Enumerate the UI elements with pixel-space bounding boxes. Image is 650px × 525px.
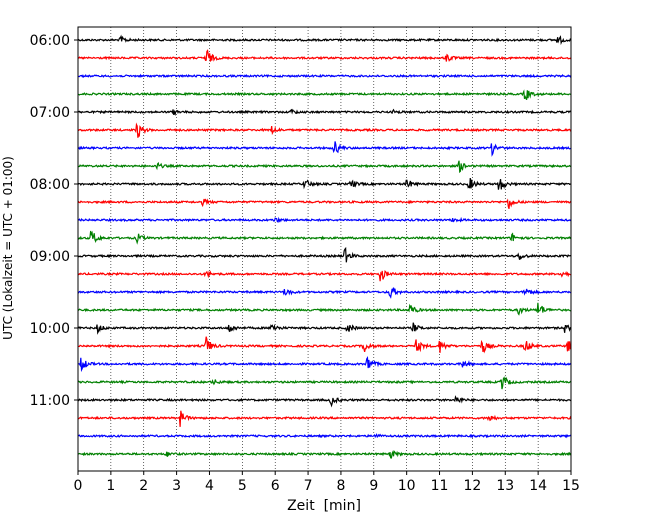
- x-axis-ticks: 0 1 2 3 4 5 6 7 8 9 10 11 12 13 14 15: [74, 471, 580, 494]
- y-tick-label: 10:00: [30, 321, 70, 337]
- grid-lines: [110, 27, 539, 471]
- x-tick-label: 0: [74, 478, 83, 494]
- seismic-trace: [77, 216, 572, 223]
- seismic-trace: [77, 395, 572, 408]
- seismic-trace: [77, 73, 572, 79]
- seismic-trace: [77, 246, 572, 263]
- x-tick-label: 3: [172, 478, 181, 494]
- seismic-trace: [77, 160, 572, 174]
- y-tick-label: 06:00: [30, 33, 70, 49]
- y-tick-label: 09:00: [30, 249, 70, 265]
- seismic-trace: [77, 302, 572, 316]
- seismic-trace: [77, 198, 572, 209]
- x-tick-label: 7: [304, 478, 313, 494]
- seismic-trace: [77, 122, 572, 138]
- y-tick-label: 08:00: [30, 177, 70, 193]
- x-axis-label: Zeit [min]: [287, 498, 361, 514]
- seismic-trace: [77, 141, 572, 157]
- seismic-trace: [77, 355, 572, 373]
- x-tick-label: 9: [369, 478, 378, 494]
- seismic-trace: [77, 178, 572, 190]
- y-axis-ticks: 06:00 07:00 08:00 09:00 10:00 11:00: [30, 33, 78, 409]
- seismic-trace: [77, 433, 572, 439]
- seismic-trace: [77, 287, 572, 299]
- x-tick-label: 13: [496, 478, 514, 494]
- y-tick-label: 11:00: [30, 393, 70, 409]
- x-tick-label: 15: [562, 478, 580, 494]
- x-tick-label: 6: [271, 478, 280, 494]
- seismic-trace: [77, 376, 572, 390]
- x-tick-label: 8: [336, 478, 345, 494]
- seismic-trace: [77, 410, 572, 427]
- x-tick-label: 1: [106, 478, 115, 494]
- seismic-trace: [77, 230, 572, 245]
- seismic-trace: [77, 269, 572, 282]
- x-tick-label: 11: [431, 478, 449, 494]
- seismic-trace: [77, 34, 572, 46]
- x-tick-label: 2: [139, 478, 148, 494]
- plot-background: [78, 27, 571, 471]
- y-tick-label: 07:00: [30, 105, 70, 121]
- x-tick-label: 14: [529, 478, 547, 494]
- plot-frame: [77, 26, 572, 472]
- x-tick-label: 10: [398, 478, 416, 494]
- seismic-trace: [77, 89, 572, 101]
- seismic-trace: [77, 450, 572, 459]
- seismic-trace: [77, 322, 572, 335]
- trace-group: [77, 34, 572, 459]
- seismic-trace: [77, 336, 572, 354]
- x-tick-label: 4: [205, 478, 214, 494]
- x-tick-label: 12: [463, 478, 481, 494]
- x-tick-label: 5: [238, 478, 247, 494]
- y-axis-label: UTC (Lokalzeit = UTC + 01:00): [1, 156, 15, 340]
- seismic-trace: [77, 49, 572, 62]
- seismic-trace: [77, 108, 572, 117]
